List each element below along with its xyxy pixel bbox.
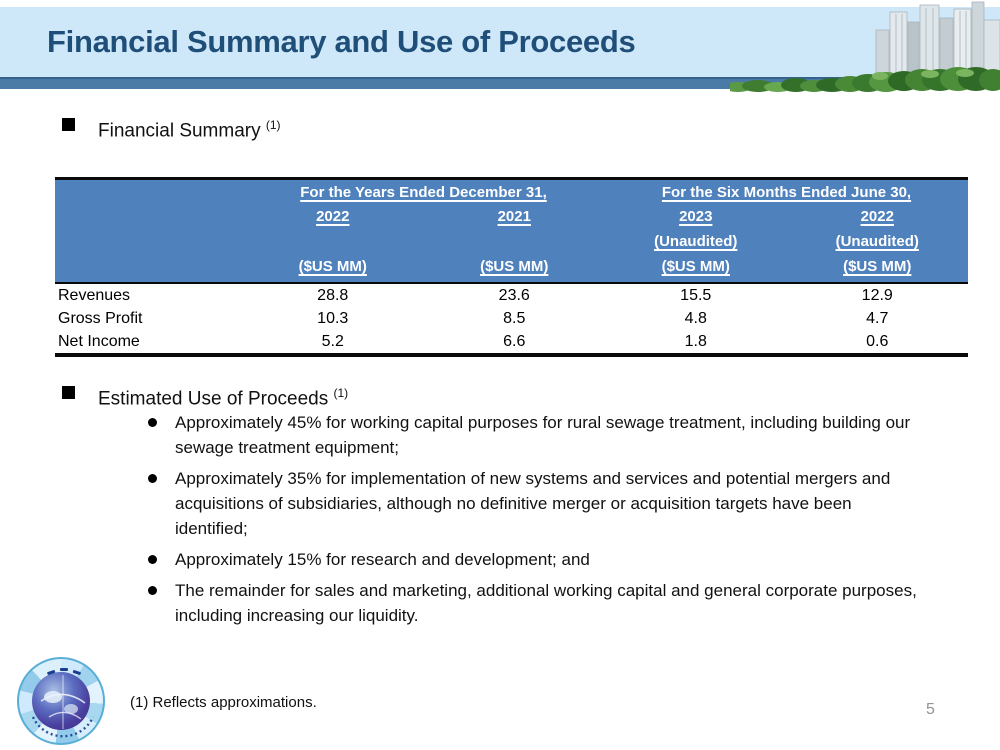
use-of-proceeds-list: Approximately 45% for working capital pu… [148,410,960,634]
header-year: 2022 [316,208,350,225]
city-skyline-graphic [730,1,1000,92]
row-value: 23.6 [498,287,530,304]
square-bullet-icon [62,386,75,399]
header-year: 2023 [679,208,713,225]
heading-label: Estimated Use of Proceeds [98,388,329,410]
header-unit: ($US MM) [843,258,912,275]
table-body: Revenues 28.8 23.6 15.5 12.9 Gross Profi… [55,284,968,353]
bullet-text: The remainder for sales and marketing, a… [175,581,917,625]
table-row: Revenues 28.8 23.6 15.5 12.9 [55,284,968,307]
row-value: 15.5 [680,287,712,304]
row-value: 28.8 [317,287,349,304]
heading-label: Financial Summary [98,120,261,142]
row-value: 4.7 [866,310,889,327]
bullet-text: Approximately 35% for implementation of … [175,469,891,538]
bullet-text: Approximately 15% for research and devel… [175,550,590,569]
slide-footnote: (1) Reflects approximations. [130,694,317,711]
page-number: 5 [926,701,935,718]
header-unit: ($US MM) [480,258,549,275]
section-financial-summary-heading: Financial Summary (1) [62,113,281,143]
list-item: Approximately 15% for research and devel… [148,547,960,572]
row-value: 0.6 [866,333,889,350]
row-label: Gross Profit [58,310,143,327]
header-year: 2021 [497,208,531,225]
row-label: Net Income [58,333,140,350]
bullet-text: Approximately 45% for working capital pu… [175,413,911,457]
header-unaudited: (Unaudited) [654,233,738,250]
circle-bullet-icon [148,586,157,595]
list-item: Approximately 35% for implementation of … [148,466,960,541]
header-group-years: For the Years Ended December 31, [300,184,547,201]
section-use-of-proceeds-heading: Estimated Use of Proceeds (1) [62,381,348,411]
row-label: Revenues [58,287,131,304]
circle-bullet-icon [148,555,157,564]
row-value: 8.5 [503,310,526,327]
row-value: 4.8 [684,310,707,327]
list-item: The remainder for sales and marketing, a… [148,578,960,628]
circle-bullet-icon [148,474,157,483]
financial-summary-table: For the Years Ended December 31, For the… [55,177,968,357]
header-unit: ($US MM) [298,258,367,275]
row-value: 10.3 [317,310,349,327]
header-group-six-months: For the Six Months Ended June 30, [661,184,912,201]
page-title: Financial Summary and Use of Proceeds [47,24,636,59]
table-row: Net Income 5.2 6.6 1.8 0.6 [55,330,968,353]
company-globe-logo [17,657,105,745]
header-banner [0,7,1000,77]
header-year: 2022 [860,208,894,225]
header-cell-empty [55,181,242,204]
header-cell-empty [55,204,242,229]
header-unaudited: (Unaudited) [835,233,919,250]
table-header-unaudited-row: (Unaudited) (Unaudited) [55,229,968,254]
section-heading-text: Financial Summary (1) [98,113,281,143]
list-item: Approximately 45% for working capital pu… [148,410,960,460]
logo-detail-icon [31,668,95,738]
table-row: Gross Profit 10.3 8.5 4.8 4.7 [55,307,968,330]
row-value: 6.6 [503,333,526,350]
circle-bullet-icon [148,418,157,427]
table-header: For the Years Ended December 31, For the… [55,180,968,284]
footnote-ref: (1) [333,386,349,400]
table-header-unit-row: ($US MM) ($US MM) ($US MM) ($US MM) [55,254,968,280]
footnote-ref: (1) [265,118,281,132]
header-unit: ($US MM) [661,258,730,275]
row-value: 5.2 [321,333,344,350]
table-header-group-row: For the Years Ended December 31, For the… [55,181,968,204]
row-value: 1.8 [684,333,707,350]
row-value: 12.9 [861,287,893,304]
square-bullet-icon [62,118,75,131]
section-heading-text: Estimated Use of Proceeds (1) [98,381,348,411]
table-header-year-row: 2022 2021 2023 2022 [55,204,968,229]
